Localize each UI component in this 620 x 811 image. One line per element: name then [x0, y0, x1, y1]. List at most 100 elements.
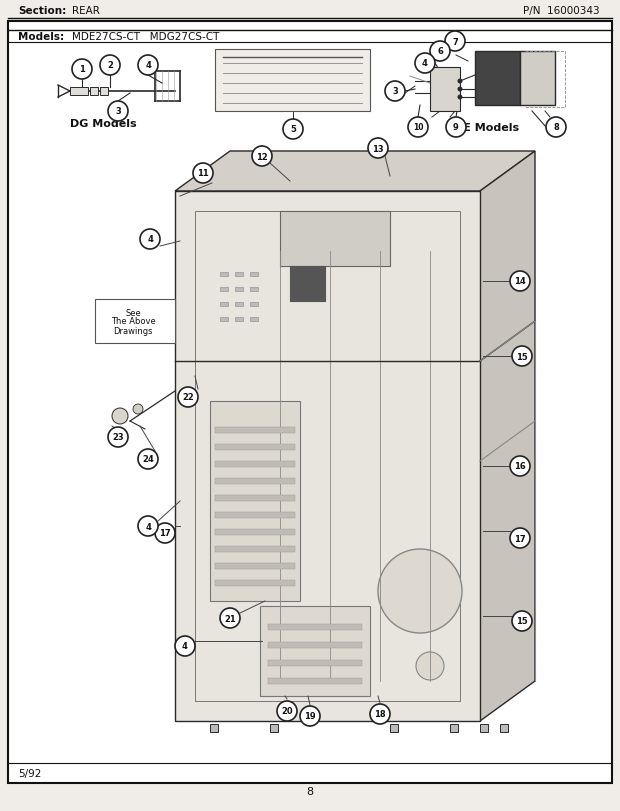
Text: 24: 24	[142, 455, 154, 464]
Text: 21: 21	[224, 614, 236, 623]
Circle shape	[300, 706, 320, 726]
Circle shape	[140, 230, 160, 250]
Bar	[220, 318, 228, 322]
Circle shape	[252, 147, 272, 167]
Text: 4: 4	[422, 59, 428, 68]
Text: REAR: REAR	[72, 6, 100, 16]
Circle shape	[277, 702, 297, 721]
Bar	[235, 288, 243, 292]
Bar	[215, 444, 295, 450]
Circle shape	[445, 32, 465, 52]
Bar	[235, 303, 243, 307]
Circle shape	[458, 79, 463, 84]
Circle shape	[546, 118, 566, 138]
Bar	[215, 427, 295, 433]
Circle shape	[368, 139, 388, 159]
Text: 9: 9	[453, 123, 459, 132]
Circle shape	[458, 96, 463, 101]
Bar	[215, 478, 295, 484]
Bar	[235, 318, 243, 322]
Text: 10: 10	[413, 123, 423, 132]
Bar	[250, 318, 258, 322]
Text: 20: 20	[281, 706, 293, 715]
Text: 6: 6	[437, 47, 443, 57]
Bar	[210, 401, 300, 601]
Text: 4: 4	[145, 521, 151, 531]
Text: 18: 18	[374, 710, 386, 719]
Circle shape	[385, 82, 405, 102]
Polygon shape	[175, 152, 535, 191]
Circle shape	[510, 272, 530, 292]
Bar	[70, 88, 88, 96]
Bar	[215, 513, 295, 518]
Circle shape	[72, 60, 92, 80]
Text: 8: 8	[306, 786, 314, 796]
Text: 16: 16	[514, 462, 526, 471]
Bar	[215, 547, 295, 552]
Circle shape	[155, 523, 175, 543]
Bar	[450, 724, 458, 732]
Bar	[520, 52, 555, 106]
Bar	[195, 212, 460, 702]
Bar	[475, 52, 520, 106]
Text: DG Models: DG Models	[69, 119, 136, 129]
Text: 4: 4	[145, 62, 151, 71]
Circle shape	[138, 517, 158, 536]
Text: 5: 5	[290, 126, 296, 135]
Bar	[215, 564, 295, 569]
Text: 7: 7	[452, 37, 458, 46]
Circle shape	[108, 427, 128, 448]
Bar	[220, 288, 228, 292]
Bar	[268, 678, 362, 684]
Text: 3: 3	[115, 107, 121, 116]
Text: 15: 15	[516, 616, 528, 626]
Circle shape	[370, 704, 390, 724]
Text: 13: 13	[372, 144, 384, 153]
Circle shape	[415, 54, 435, 74]
Circle shape	[220, 608, 240, 629]
Text: The Above: The Above	[110, 317, 156, 326]
Circle shape	[512, 611, 532, 631]
Polygon shape	[480, 152, 535, 721]
Text: Models:: Models:	[18, 32, 64, 42]
Polygon shape	[175, 191, 480, 721]
Text: 5/92: 5/92	[18, 768, 42, 778]
Text: 23: 23	[112, 433, 124, 442]
Bar	[90, 88, 98, 96]
Circle shape	[100, 56, 120, 76]
Bar	[250, 303, 258, 307]
Text: Drawings: Drawings	[113, 326, 153, 335]
Bar	[220, 303, 228, 307]
Circle shape	[512, 346, 532, 367]
Bar	[210, 724, 218, 732]
Bar	[480, 724, 488, 732]
Text: See: See	[125, 309, 141, 318]
Bar	[215, 50, 370, 112]
Text: 19: 19	[304, 711, 316, 721]
Circle shape	[133, 405, 143, 414]
Text: 1: 1	[79, 66, 85, 75]
Bar	[390, 724, 398, 732]
Text: 4: 4	[182, 642, 188, 650]
Text: P/N  16000343: P/N 16000343	[523, 6, 600, 16]
Text: MDE27CS-CT   MDG27CS-CT: MDE27CS-CT MDG27CS-CT	[72, 32, 219, 42]
Text: 8: 8	[553, 123, 559, 132]
Text: 12: 12	[256, 152, 268, 161]
Bar	[500, 724, 508, 732]
Bar	[290, 267, 325, 302]
Text: 11: 11	[197, 169, 209, 178]
Circle shape	[510, 457, 530, 476]
Bar	[268, 660, 362, 666]
Circle shape	[416, 652, 444, 680]
Bar	[215, 461, 295, 467]
Bar	[268, 624, 362, 630]
Text: eReplacementParts.com: eReplacementParts.com	[225, 435, 395, 448]
Bar	[215, 496, 295, 501]
Text: Section:: Section:	[18, 6, 66, 16]
Circle shape	[112, 409, 128, 424]
Bar	[270, 724, 278, 732]
Circle shape	[430, 42, 450, 62]
Bar	[260, 607, 370, 696]
Circle shape	[458, 88, 463, 92]
Circle shape	[446, 118, 466, 138]
